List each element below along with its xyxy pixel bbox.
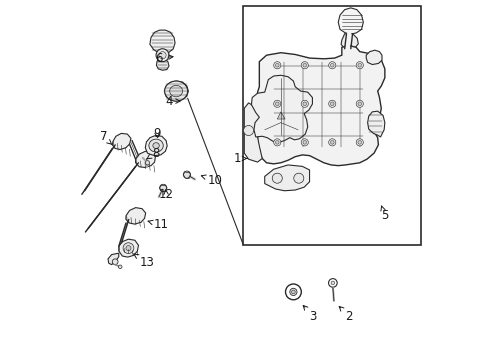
- Polygon shape: [164, 81, 188, 101]
- Circle shape: [160, 184, 167, 192]
- Polygon shape: [112, 134, 131, 149]
- Circle shape: [183, 171, 191, 178]
- Circle shape: [330, 140, 334, 144]
- Text: 6: 6: [155, 51, 173, 64]
- Text: 13: 13: [134, 254, 154, 269]
- Polygon shape: [119, 239, 139, 257]
- Bar: [243, 6, 421, 244]
- Circle shape: [123, 243, 134, 253]
- Text: 4: 4: [166, 95, 180, 108]
- Text: 8: 8: [147, 147, 159, 159]
- Polygon shape: [341, 34, 358, 49]
- Circle shape: [244, 126, 254, 135]
- Circle shape: [329, 100, 336, 107]
- Ellipse shape: [170, 85, 183, 97]
- Polygon shape: [156, 59, 169, 70]
- Circle shape: [275, 140, 279, 144]
- Circle shape: [356, 62, 364, 69]
- Text: 1: 1: [234, 152, 247, 165]
- Polygon shape: [150, 30, 175, 54]
- Polygon shape: [251, 75, 313, 142]
- Circle shape: [301, 62, 308, 69]
- Circle shape: [330, 102, 334, 105]
- Circle shape: [303, 63, 307, 67]
- Polygon shape: [366, 50, 382, 64]
- Ellipse shape: [165, 81, 188, 101]
- Circle shape: [159, 51, 166, 59]
- Polygon shape: [265, 165, 310, 191]
- Circle shape: [329, 62, 336, 69]
- Text: 12: 12: [159, 188, 173, 201]
- Text: 11: 11: [148, 218, 169, 231]
- Ellipse shape: [153, 143, 159, 148]
- Circle shape: [356, 100, 364, 107]
- Circle shape: [329, 279, 337, 287]
- Circle shape: [112, 259, 118, 265]
- Circle shape: [272, 173, 282, 183]
- Circle shape: [358, 102, 362, 105]
- Circle shape: [290, 288, 297, 296]
- Circle shape: [275, 102, 279, 105]
- Circle shape: [303, 140, 307, 144]
- Circle shape: [292, 290, 295, 294]
- Text: 9: 9: [153, 127, 161, 140]
- Circle shape: [329, 139, 336, 146]
- Polygon shape: [258, 45, 385, 166]
- Polygon shape: [146, 135, 167, 156]
- Polygon shape: [136, 151, 155, 167]
- Circle shape: [294, 173, 304, 183]
- Text: 7: 7: [99, 130, 112, 145]
- Circle shape: [126, 246, 131, 251]
- Circle shape: [301, 139, 308, 146]
- Circle shape: [330, 63, 334, 67]
- Circle shape: [358, 63, 362, 67]
- Polygon shape: [338, 8, 364, 34]
- Text: 5: 5: [381, 206, 389, 222]
- Text: 3: 3: [303, 306, 317, 323]
- Polygon shape: [108, 253, 119, 265]
- Circle shape: [275, 63, 279, 67]
- Circle shape: [286, 284, 301, 300]
- Circle shape: [274, 62, 281, 69]
- Circle shape: [274, 139, 281, 146]
- Circle shape: [274, 100, 281, 107]
- Circle shape: [119, 265, 122, 269]
- Text: 2: 2: [339, 306, 353, 323]
- Circle shape: [358, 140, 362, 144]
- Text: 10: 10: [201, 174, 222, 186]
- Circle shape: [146, 161, 149, 165]
- Circle shape: [331, 281, 335, 285]
- Polygon shape: [368, 111, 385, 137]
- Polygon shape: [245, 103, 262, 162]
- Circle shape: [356, 139, 364, 146]
- Polygon shape: [277, 112, 285, 119]
- Circle shape: [301, 100, 308, 107]
- Ellipse shape: [149, 139, 163, 152]
- Polygon shape: [126, 208, 146, 224]
- Circle shape: [156, 49, 169, 62]
- Circle shape: [303, 102, 307, 105]
